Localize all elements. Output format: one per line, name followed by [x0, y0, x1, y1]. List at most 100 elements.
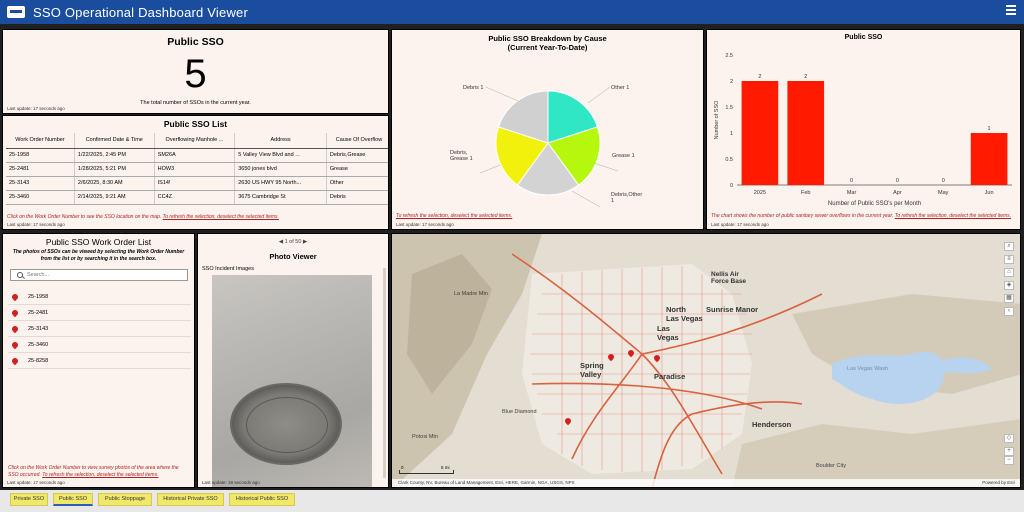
- menu-icon[interactable]: [1006, 5, 1016, 17]
- counter-description: The total number of SSOs in the current …: [140, 100, 251, 106]
- tab-private-sso[interactable]: Private SSO: [10, 493, 48, 506]
- list-note: Click on the Work Order Number to see th…: [7, 214, 279, 220]
- list-item[interactable]: 25-8258: [8, 353, 191, 369]
- work-order-list: 25-1958 25-2481 25-3143 25-3460 25-8258: [3, 289, 194, 369]
- column-header[interactable]: Cause Of Overflow: [326, 133, 388, 149]
- map-label-potosi: Potosi Mtn: [412, 434, 438, 440]
- y-tick-label: 1: [730, 131, 733, 137]
- map-label-la-madre: La Madre Mtn: [454, 291, 488, 297]
- bar-chart: 0 0.5 1 1.5 2 2.5 Number of SSO Number of Publi…: [714, 53, 1012, 207]
- incident-photo[interactable]: [212, 275, 372, 487]
- work-order-refresh-link[interactable]: To refresh the selection, deselect the s…: [42, 471, 159, 478]
- table-cell: 3675 Cambridge St: [234, 190, 327, 205]
- table-cell: 2/6/2025, 8:30 AM: [74, 176, 155, 191]
- layers-icon[interactable]: ◈: [1004, 281, 1014, 290]
- page-tabs: Private SSO Public SSO Public Stoppage H…: [0, 490, 1024, 512]
- table-row[interactable]: 25-1958 1/22/2025, 2:45 PM SM26A 5 Valley V…: [6, 148, 388, 163]
- powered-by-esri[interactable]: Powered by Esri: [982, 480, 1015, 485]
- app-header: SSO Operational Dashboard Viewer: [0, 0, 1024, 24]
- pie-slice-grease[interactable]: [547, 126, 601, 186]
- photo-scrollbar[interactable]: [383, 268, 386, 478]
- x-tick-label: Jun: [985, 190, 994, 196]
- table-row[interactable]: 25-2481 1/28/2025, 5:21 PM HOW3 3650 jones …: [6, 162, 388, 177]
- work-order-number: 25-2481: [28, 309, 49, 316]
- sso-table: Work Order Number Confirmed Date & Time Ov…: [6, 133, 388, 205]
- bar-Jun[interactable]: [970, 133, 1008, 185]
- pie-label-other: Other 1: [611, 85, 630, 91]
- bar-Feb[interactable]: [787, 81, 825, 185]
- tab-historical-private-sso[interactable]: Historical Private SSO: [157, 493, 224, 506]
- x-tick-label: May: [938, 190, 949, 196]
- column-header[interactable]: Work Order Number: [6, 133, 75, 149]
- data-label: 0: [896, 178, 899, 184]
- pie-label-debris: Debris 1: [463, 85, 484, 91]
- table-row[interactable]: 25-3143 2/6/2025, 8:30 AM IS14! 2630 US HWY…: [6, 176, 388, 191]
- list-item[interactable]: 25-1958: [8, 289, 191, 305]
- bar-note-text: The chart shows the number of public san…: [711, 213, 894, 219]
- column-header[interactable]: Address: [234, 133, 327, 149]
- map-label-lake: Las Vegas Wash: [847, 366, 889, 372]
- table-cell: Debris: [326, 190, 388, 205]
- photo-viewer-title: Photo Viewer: [269, 252, 317, 261]
- x-tick-label: 2025: [754, 190, 766, 196]
- y-tick-label: 2: [730, 79, 733, 85]
- pie-slice-debris-grease[interactable]: [495, 126, 549, 186]
- last-update: Last update: 17 seconds ago: [7, 480, 65, 485]
- data-label: 2: [758, 74, 761, 80]
- map-label-henderson: Henderson: [752, 420, 792, 429]
- pin-icon: [10, 340, 20, 349]
- tab-public-stoppage[interactable]: Public Stoppage: [98, 493, 152, 506]
- home-icon[interactable]: ⌂: [1004, 268, 1014, 277]
- y-tick-label: 0: [730, 183, 733, 189]
- prev-arrow-icon[interactable]: ◀: [278, 239, 284, 245]
- map-scale-bar: [399, 470, 454, 474]
- next-arrow-icon[interactable]: ▶: [302, 239, 308, 245]
- pin-icon: [10, 292, 20, 301]
- zoom-out-icon[interactable]: −: [1004, 456, 1014, 465]
- table-cell: 2/14/2025, 9:21 AM: [74, 190, 155, 205]
- search-box[interactable]: [10, 269, 188, 281]
- column-header[interactable]: Confirmed Date & Time: [74, 133, 155, 149]
- list-refresh-link[interactable]: To refresh the selection, deselect the s…: [162, 214, 279, 220]
- table-cell: 1/28/2025, 5:21 PM: [74, 162, 155, 177]
- locate-icon[interactable]: ◇: [1004, 434, 1014, 443]
- table-row[interactable]: 25-3460 2/14/2025, 9:21 AM CC4Z 3675 Cambri…: [6, 190, 388, 205]
- bar-2025[interactable]: [741, 81, 779, 185]
- last-update: Last update: 18 seconds ago: [202, 480, 260, 485]
- bar-refresh-link[interactable]: To refresh the selection, deselect the s…: [894, 213, 1012, 219]
- pie-title: Public SSO Breakdown by Cause (Current Y…: [392, 34, 703, 52]
- table-cell: 1/22/2025, 2:45 PM: [74, 148, 155, 163]
- basemap-icon[interactable]: ▦: [1004, 294, 1014, 303]
- work-order-number: 25-1958: [28, 293, 49, 300]
- table-cell: Debris,Grease: [326, 148, 388, 163]
- table-cell: CC4Z: [154, 190, 236, 205]
- list-icon[interactable]: ≡: [1004, 255, 1014, 264]
- photo-pager-text: 1 of 50: [284, 239, 302, 245]
- work-order-note: Click on the Work Order Number to view s…: [8, 465, 190, 478]
- tab-public-sso[interactable]: Public SSO: [53, 493, 93, 506]
- pie-slice-other[interactable]: [547, 90, 599, 144]
- table-cell: 3650 jones blvd: [234, 162, 327, 177]
- search-input[interactable]: [27, 272, 177, 278]
- search-icon[interactable]: ⌕: [1004, 242, 1014, 251]
- data-label: 0: [850, 178, 853, 184]
- scale-label: 5 mi: [441, 465, 450, 470]
- list-item[interactable]: 25-3460: [8, 337, 191, 353]
- tab-historical-public-sso[interactable]: Historical Public SSO: [229, 493, 295, 506]
- work-order-note-text: Click on the Work Order Number to view s…: [8, 465, 179, 478]
- collapse-icon[interactable]: ‹: [1004, 307, 1014, 316]
- zoom-in-icon[interactable]: +: [1004, 447, 1014, 456]
- map-view[interactable]: Nellis Air Force Base North Las Vegas Su…: [391, 233, 1021, 488]
- pie-slice-debris-other[interactable]: [516, 142, 580, 196]
- list-item[interactable]: 25-2481: [8, 305, 191, 321]
- pie-chart: [479, 86, 619, 208]
- table-cell: 5 Valley View Blvd and ...: [234, 148, 327, 163]
- list-item[interactable]: 25-3143: [8, 321, 191, 337]
- last-update: Last update: 17 seconds ago: [7, 222, 65, 227]
- photo-pager[interactable]: ◀ 1 of 50 ▶: [198, 239, 388, 245]
- column-header[interactable]: Overflowing Manhole ...: [154, 133, 236, 149]
- y-tick-label: 2.5: [725, 53, 733, 59]
- list-title: Public SSO List: [163, 119, 228, 129]
- pie-refresh-link[interactable]: To refresh the selection, deselect the s…: [396, 213, 513, 219]
- sso-list-panel: Public SSO List Work Order Number Confirm…: [2, 115, 389, 230]
